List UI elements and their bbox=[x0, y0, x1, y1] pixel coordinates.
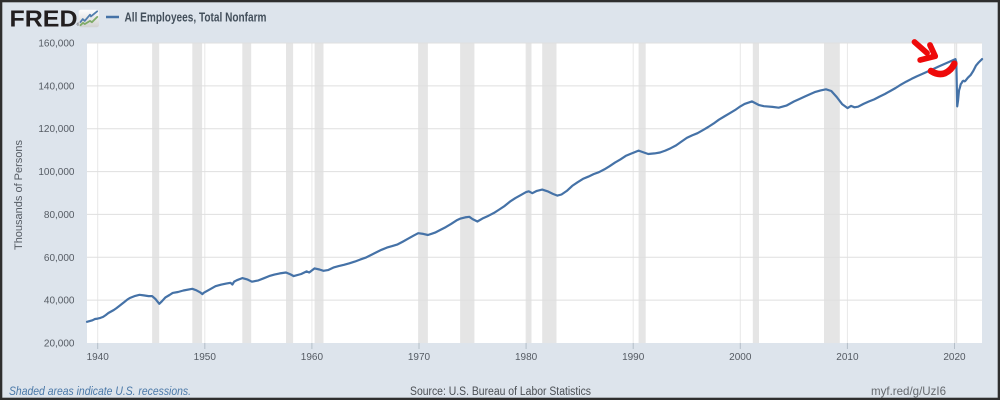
svg-text:1950: 1950 bbox=[194, 352, 217, 363]
svg-text:Shaded areas indicate U.S. rec: Shaded areas indicate U.S. recessions. bbox=[9, 384, 191, 398]
svg-text:FRED: FRED bbox=[10, 6, 78, 32]
svg-text:2000: 2000 bbox=[729, 352, 752, 363]
svg-text:myf.red/g/UzI6: myf.red/g/UzI6 bbox=[871, 384, 946, 398]
svg-text:120,000: 120,000 bbox=[38, 124, 75, 135]
svg-text:®: ® bbox=[77, 21, 81, 27]
svg-text:60,000: 60,000 bbox=[44, 253, 75, 264]
svg-text:1940: 1940 bbox=[87, 352, 110, 363]
svg-text:100,000: 100,000 bbox=[38, 167, 75, 178]
svg-text:1990: 1990 bbox=[622, 352, 645, 363]
svg-text:40,000: 40,000 bbox=[44, 296, 75, 307]
svg-text:20,000: 20,000 bbox=[44, 339, 75, 350]
svg-text:Source: U.S. Bureau of Labor S: Source: U.S. Bureau of Labor Statistics bbox=[410, 386, 591, 398]
svg-text:1960: 1960 bbox=[301, 352, 324, 363]
svg-text:160,000: 160,000 bbox=[38, 39, 75, 50]
svg-text:2020: 2020 bbox=[943, 352, 966, 363]
svg-text:2010: 2010 bbox=[836, 352, 859, 363]
svg-text:140,000: 140,000 bbox=[38, 81, 75, 92]
svg-text:80,000: 80,000 bbox=[44, 210, 75, 221]
svg-text:Thousands of Persons: Thousands of Persons bbox=[13, 139, 25, 250]
svg-text:All Employees, Total Nonfarm: All Employees, Total Nonfarm bbox=[125, 11, 267, 25]
svg-text:1980: 1980 bbox=[515, 352, 538, 363]
svg-text:1970: 1970 bbox=[408, 352, 431, 363]
